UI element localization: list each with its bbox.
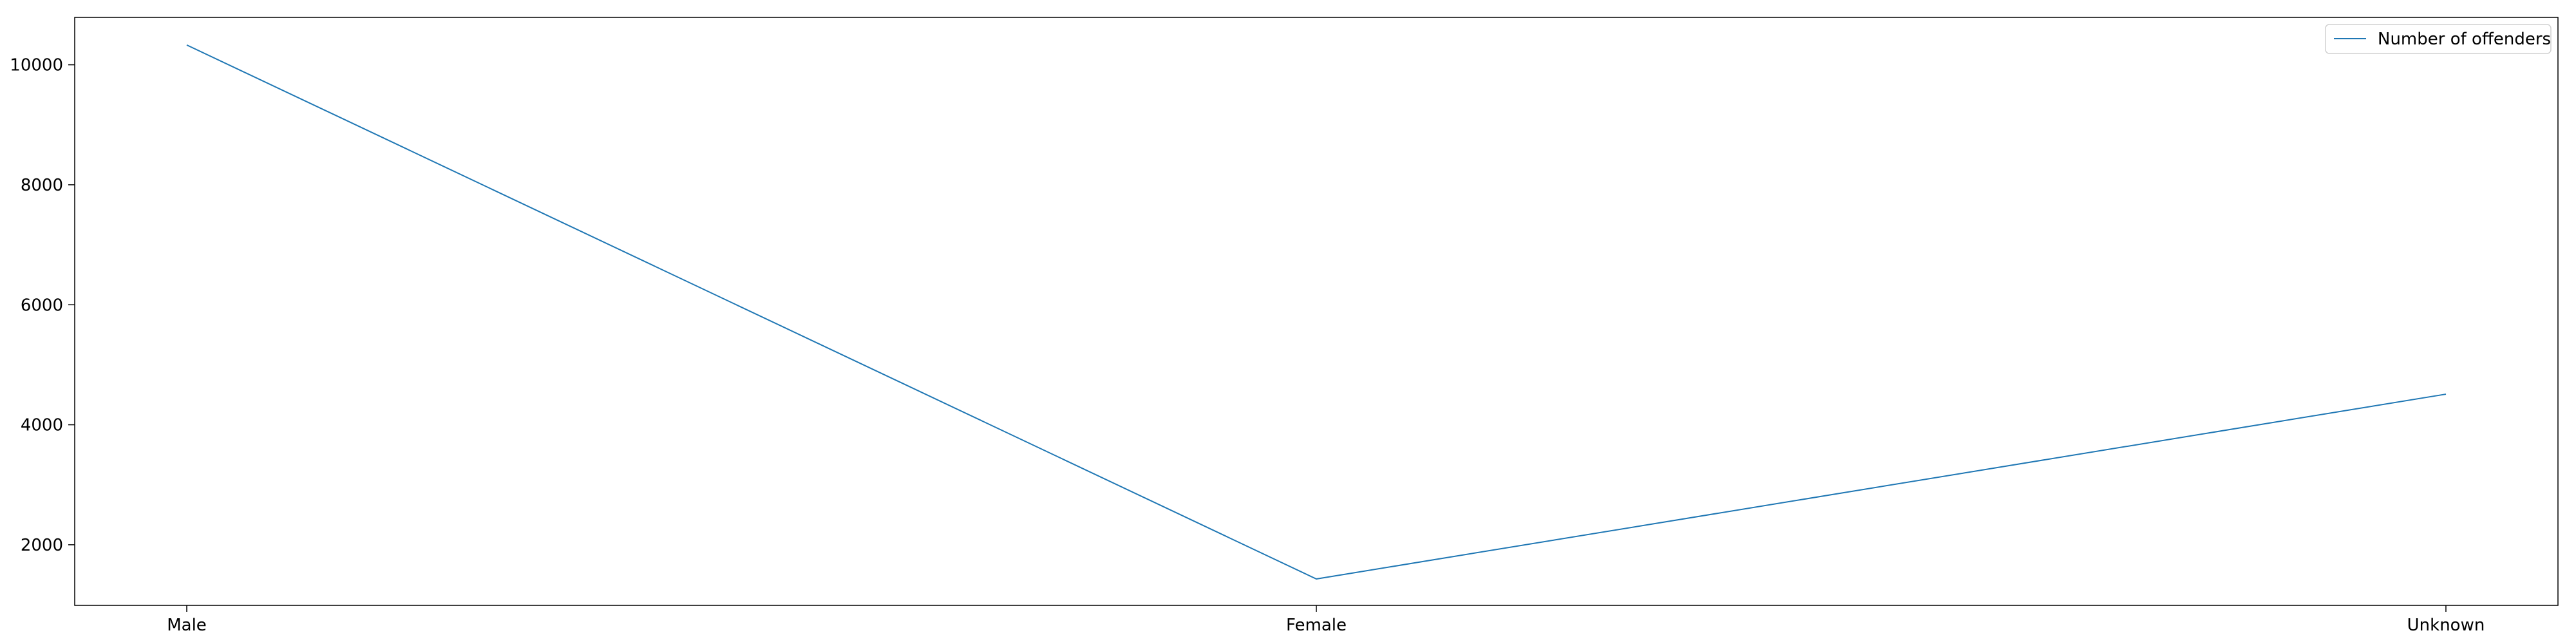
plot-area	[75, 17, 2558, 605]
series-layer	[186, 44, 2447, 580]
x-tick-label: Male	[167, 616, 207, 635]
y-tick-label: 2000	[21, 536, 63, 555]
series-line	[186, 44, 2447, 580]
y-tick-label: 4000	[21, 416, 63, 435]
legend: Number of offenders	[2325, 24, 2552, 54]
y-tick-label: 6000	[21, 296, 63, 315]
legend-label: Number of offenders	[2378, 30, 2551, 49]
x-axis: Male Female Unknown	[167, 605, 2485, 635]
y-tick-label: 8000	[21, 176, 63, 195]
y-axis: 2000 4000 6000 8000 10000	[10, 56, 75, 555]
plot-frame	[74, 17, 2559, 606]
y-tick-label: 10000	[10, 56, 63, 75]
x-tick-label: Female	[1286, 616, 1347, 635]
legend-box	[2325, 24, 2552, 54]
x-tick-label: Unknown	[2407, 616, 2485, 635]
